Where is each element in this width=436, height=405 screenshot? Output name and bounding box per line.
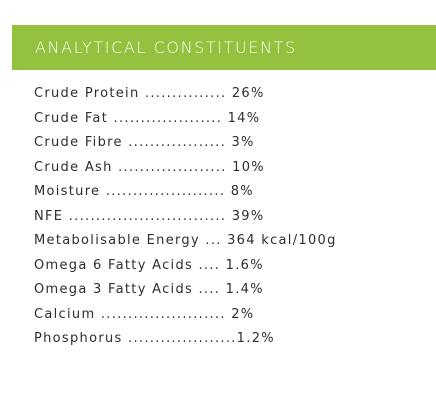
constituent-row: Crude Ash .................... 10% [34, 159, 265, 175]
constituent-row: Calcium ....................... 2% [34, 306, 255, 322]
constituent-row: Metabolisable Energy ... 364 kcal/100g [34, 233, 337, 248]
constituent-row: Phosphorus ....................1.2% [34, 331, 275, 346]
section-title: ANALYTICAL CONSTITUENTS [35, 38, 297, 57]
constituent-row: Crude Protein ............... 26% [34, 86, 265, 101]
constituent-row: Omega 6 Fatty Acids .... 1.6% [34, 257, 264, 273]
constituent-row: Crude Fat .................... 14% [34, 110, 261, 126]
constituent-row: Crude Fibre .................. 3% [34, 135, 255, 150]
constituents-list: Crude Protein ............... 26% Crude … [34, 82, 337, 352]
constituent-row: NFE ............................. 39% [34, 208, 265, 224]
section-header: ANALYTICAL CONSTITUENTS [12, 25, 436, 70]
constituent-row: Omega 3 Fatty Acids .... 1.4% [34, 282, 264, 297]
constituent-row: Moisture ...................... 8% [34, 184, 254, 199]
